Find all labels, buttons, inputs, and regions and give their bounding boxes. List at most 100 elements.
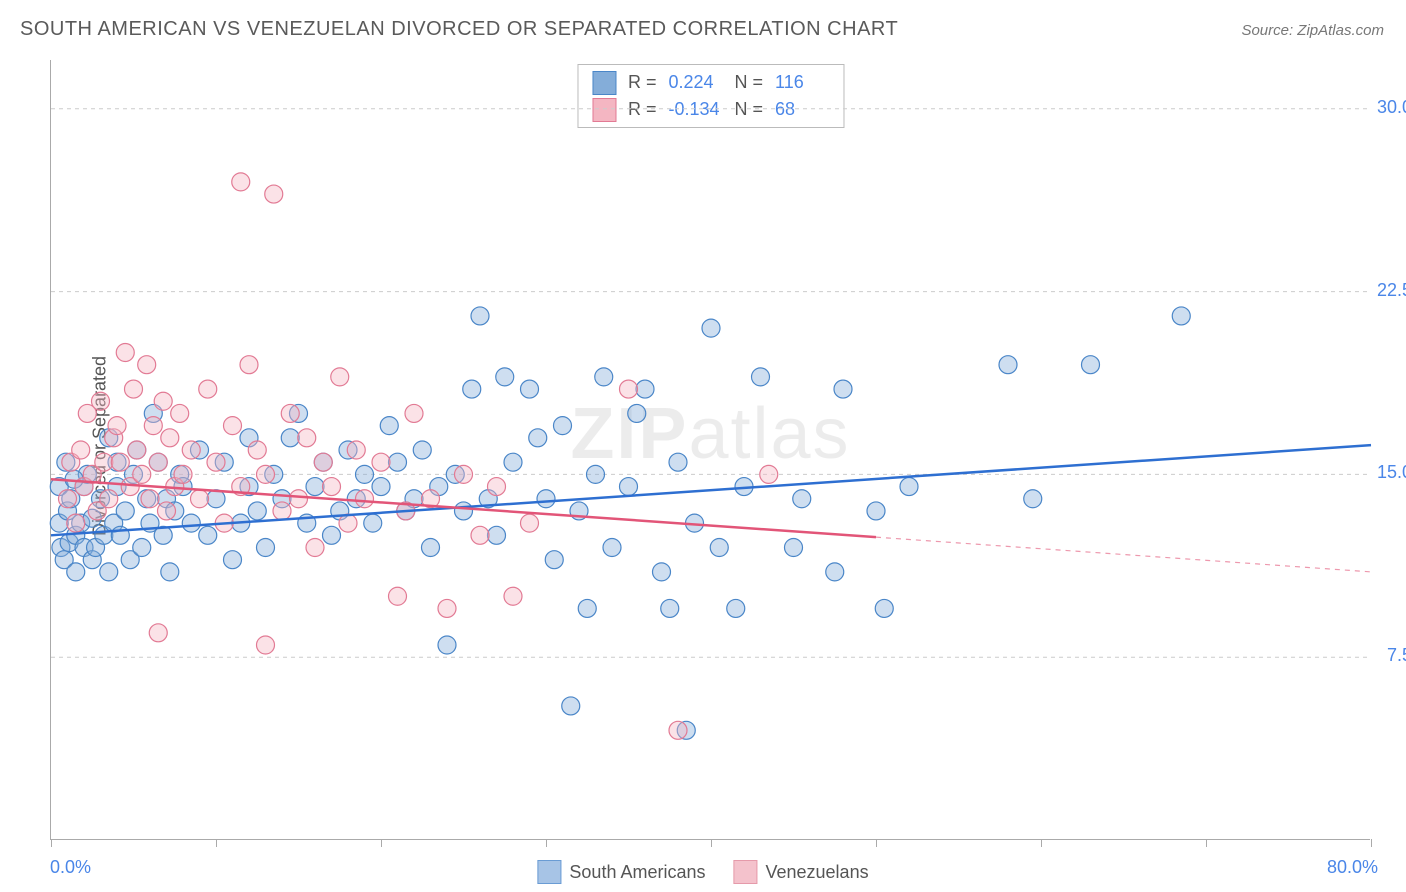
scatter-point (158, 502, 176, 520)
scatter-point (372, 478, 390, 496)
scatter-point (1024, 490, 1042, 508)
scatter-point (356, 465, 374, 483)
scatter-point (116, 502, 134, 520)
x-tick (381, 839, 382, 847)
scatter-point (323, 526, 341, 544)
scatter-point (100, 563, 118, 581)
scatter-point (174, 465, 192, 483)
x-tick (546, 839, 547, 847)
scatter-point (248, 502, 266, 520)
scatter-point (290, 490, 308, 508)
scatter-point (171, 404, 189, 422)
scatter-point (620, 478, 638, 496)
scatter-point (710, 539, 728, 557)
legend-item-pink: Venezuelans (733, 860, 868, 884)
scatter-point (562, 697, 580, 715)
scatter-point (488, 478, 506, 496)
trend-line-extrapolated (876, 537, 1371, 572)
x-tick (51, 839, 52, 847)
scatter-point (161, 563, 179, 581)
scatter-point (67, 563, 85, 581)
scatter-svg (51, 60, 1370, 839)
scatter-point (182, 441, 200, 459)
scatter-point (1082, 356, 1100, 374)
scatter-point (438, 636, 456, 654)
scatter-point (636, 380, 654, 398)
scatter-point (298, 429, 316, 447)
scatter-point (867, 502, 885, 520)
scatter-point (133, 465, 151, 483)
scatter-point (793, 490, 811, 508)
scatter-point (232, 173, 250, 191)
scatter-point (669, 453, 687, 471)
scatter-point (67, 514, 85, 532)
scatter-point (191, 490, 209, 508)
scatter-point (323, 478, 341, 496)
scatter-point (128, 441, 146, 459)
scatter-point (248, 441, 266, 459)
scatter-point (669, 721, 687, 739)
scatter-point (161, 429, 179, 447)
scatter-point (455, 502, 473, 520)
y-tick-label: 22.5% (1377, 280, 1406, 301)
scatter-point (331, 368, 349, 386)
legend-item-blue: South Americans (537, 860, 705, 884)
x-tick (711, 839, 712, 847)
scatter-point (116, 344, 134, 362)
scatter-point (149, 624, 167, 642)
plot-area: ZIPatlas R = 0.224 N = 116 R = -0.134 N … (50, 60, 1370, 840)
scatter-point (504, 587, 522, 605)
scatter-point (653, 563, 671, 581)
scatter-point (240, 356, 258, 374)
scatter-point (92, 392, 110, 410)
scatter-point (306, 539, 324, 557)
scatter-point (314, 453, 332, 471)
scatter-point (422, 539, 440, 557)
scatter-point (628, 404, 646, 422)
scatter-point (661, 599, 679, 617)
scatter-point (834, 380, 852, 398)
scatter-point (438, 599, 456, 617)
scatter-point (72, 441, 90, 459)
scatter-point (182, 514, 200, 532)
scatter-point (199, 526, 217, 544)
scatter-point (389, 587, 407, 605)
scatter-point (554, 417, 572, 435)
scatter-point (149, 453, 167, 471)
scatter-point (356, 490, 374, 508)
scatter-point (281, 404, 299, 422)
x-tick (1371, 839, 1372, 847)
scatter-point (281, 429, 299, 447)
scatter-point (537, 490, 555, 508)
scatter-point (785, 539, 803, 557)
bottom-legend: South Americans Venezuelans (537, 860, 868, 884)
x-tick (1041, 839, 1042, 847)
scatter-point (727, 599, 745, 617)
scatter-point (463, 380, 481, 398)
scatter-point (1172, 307, 1190, 325)
scatter-point (339, 514, 357, 532)
scatter-point (595, 368, 613, 386)
scatter-point (111, 453, 129, 471)
scatter-point (389, 453, 407, 471)
legend-swatch-blue (537, 860, 561, 884)
scatter-point (306, 478, 324, 496)
scatter-point (496, 368, 514, 386)
scatter-point (826, 563, 844, 581)
scatter-point (620, 380, 638, 398)
scatter-point (100, 490, 118, 508)
y-tick-label: 15.0% (1377, 462, 1406, 483)
scatter-point (521, 380, 539, 398)
scatter-point (141, 490, 159, 508)
scatter-point (702, 319, 720, 337)
scatter-point (471, 307, 489, 325)
scatter-point (95, 453, 113, 471)
x-axis-max-label: 80.0% (1327, 857, 1378, 878)
scatter-point (347, 441, 365, 459)
scatter-point (752, 368, 770, 386)
scatter-point (521, 514, 539, 532)
scatter-point (900, 478, 918, 496)
scatter-point (108, 417, 126, 435)
source-label: Source: ZipAtlas.com (1241, 22, 1384, 39)
scatter-point (125, 380, 143, 398)
